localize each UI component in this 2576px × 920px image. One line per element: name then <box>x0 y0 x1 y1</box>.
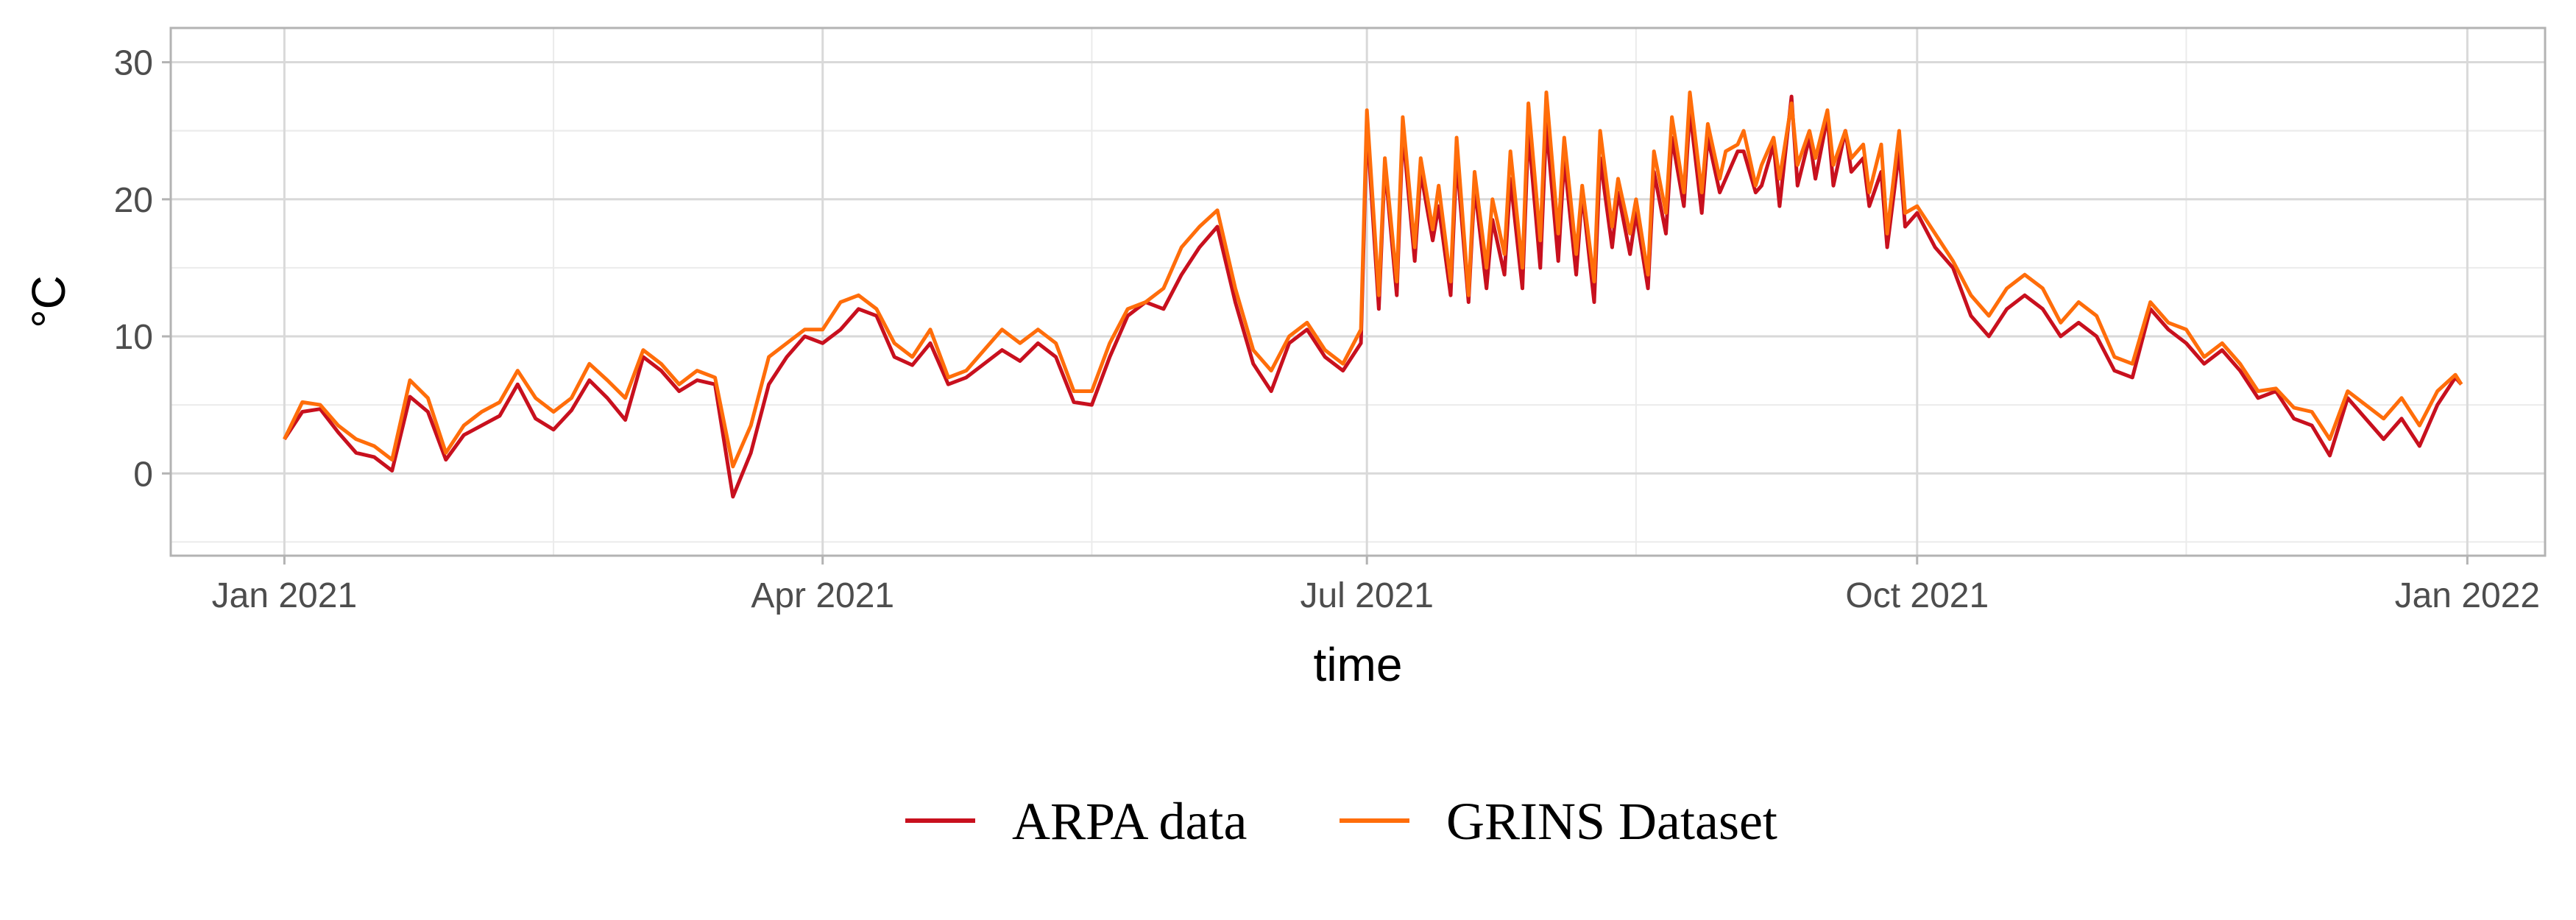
legend-label-2: GRINS Dataset <box>1446 792 1777 851</box>
y-tick-label: 10 <box>114 318 153 357</box>
grid-minor <box>171 28 2545 556</box>
x-tick-label: Jan 2021 <box>212 576 358 615</box>
x-axis-title: time <box>1314 638 1403 691</box>
series-lines <box>283 91 2463 499</box>
panel-background <box>171 28 2545 556</box>
x-tick-label: Oct 2021 <box>1845 576 1989 615</box>
panel-border <box>169 26 2547 557</box>
y-axis-title: °C <box>22 275 75 328</box>
y-tick-label: 20 <box>114 181 153 220</box>
x-tick-label: Apr 2021 <box>751 576 894 615</box>
y-axis: 0 10 20 30 <box>114 44 171 494</box>
x-tick-label: Jan 2022 <box>2395 576 2541 615</box>
legend: ARPA data GRINS Dataset <box>905 792 1777 851</box>
y-tick-label: 0 <box>133 455 153 494</box>
series-line-2 <box>283 91 2463 469</box>
x-axis: Jan 2021 Apr 2021 Jul 2021 Oct 2021 Jan 2022 <box>212 556 2540 615</box>
y-tick-label: 30 <box>114 44 153 83</box>
legend-label-1: ARPA data <box>1012 792 1247 851</box>
plot-panel <box>169 26 2547 557</box>
x-tick-label: Jul 2021 <box>1300 576 1433 615</box>
